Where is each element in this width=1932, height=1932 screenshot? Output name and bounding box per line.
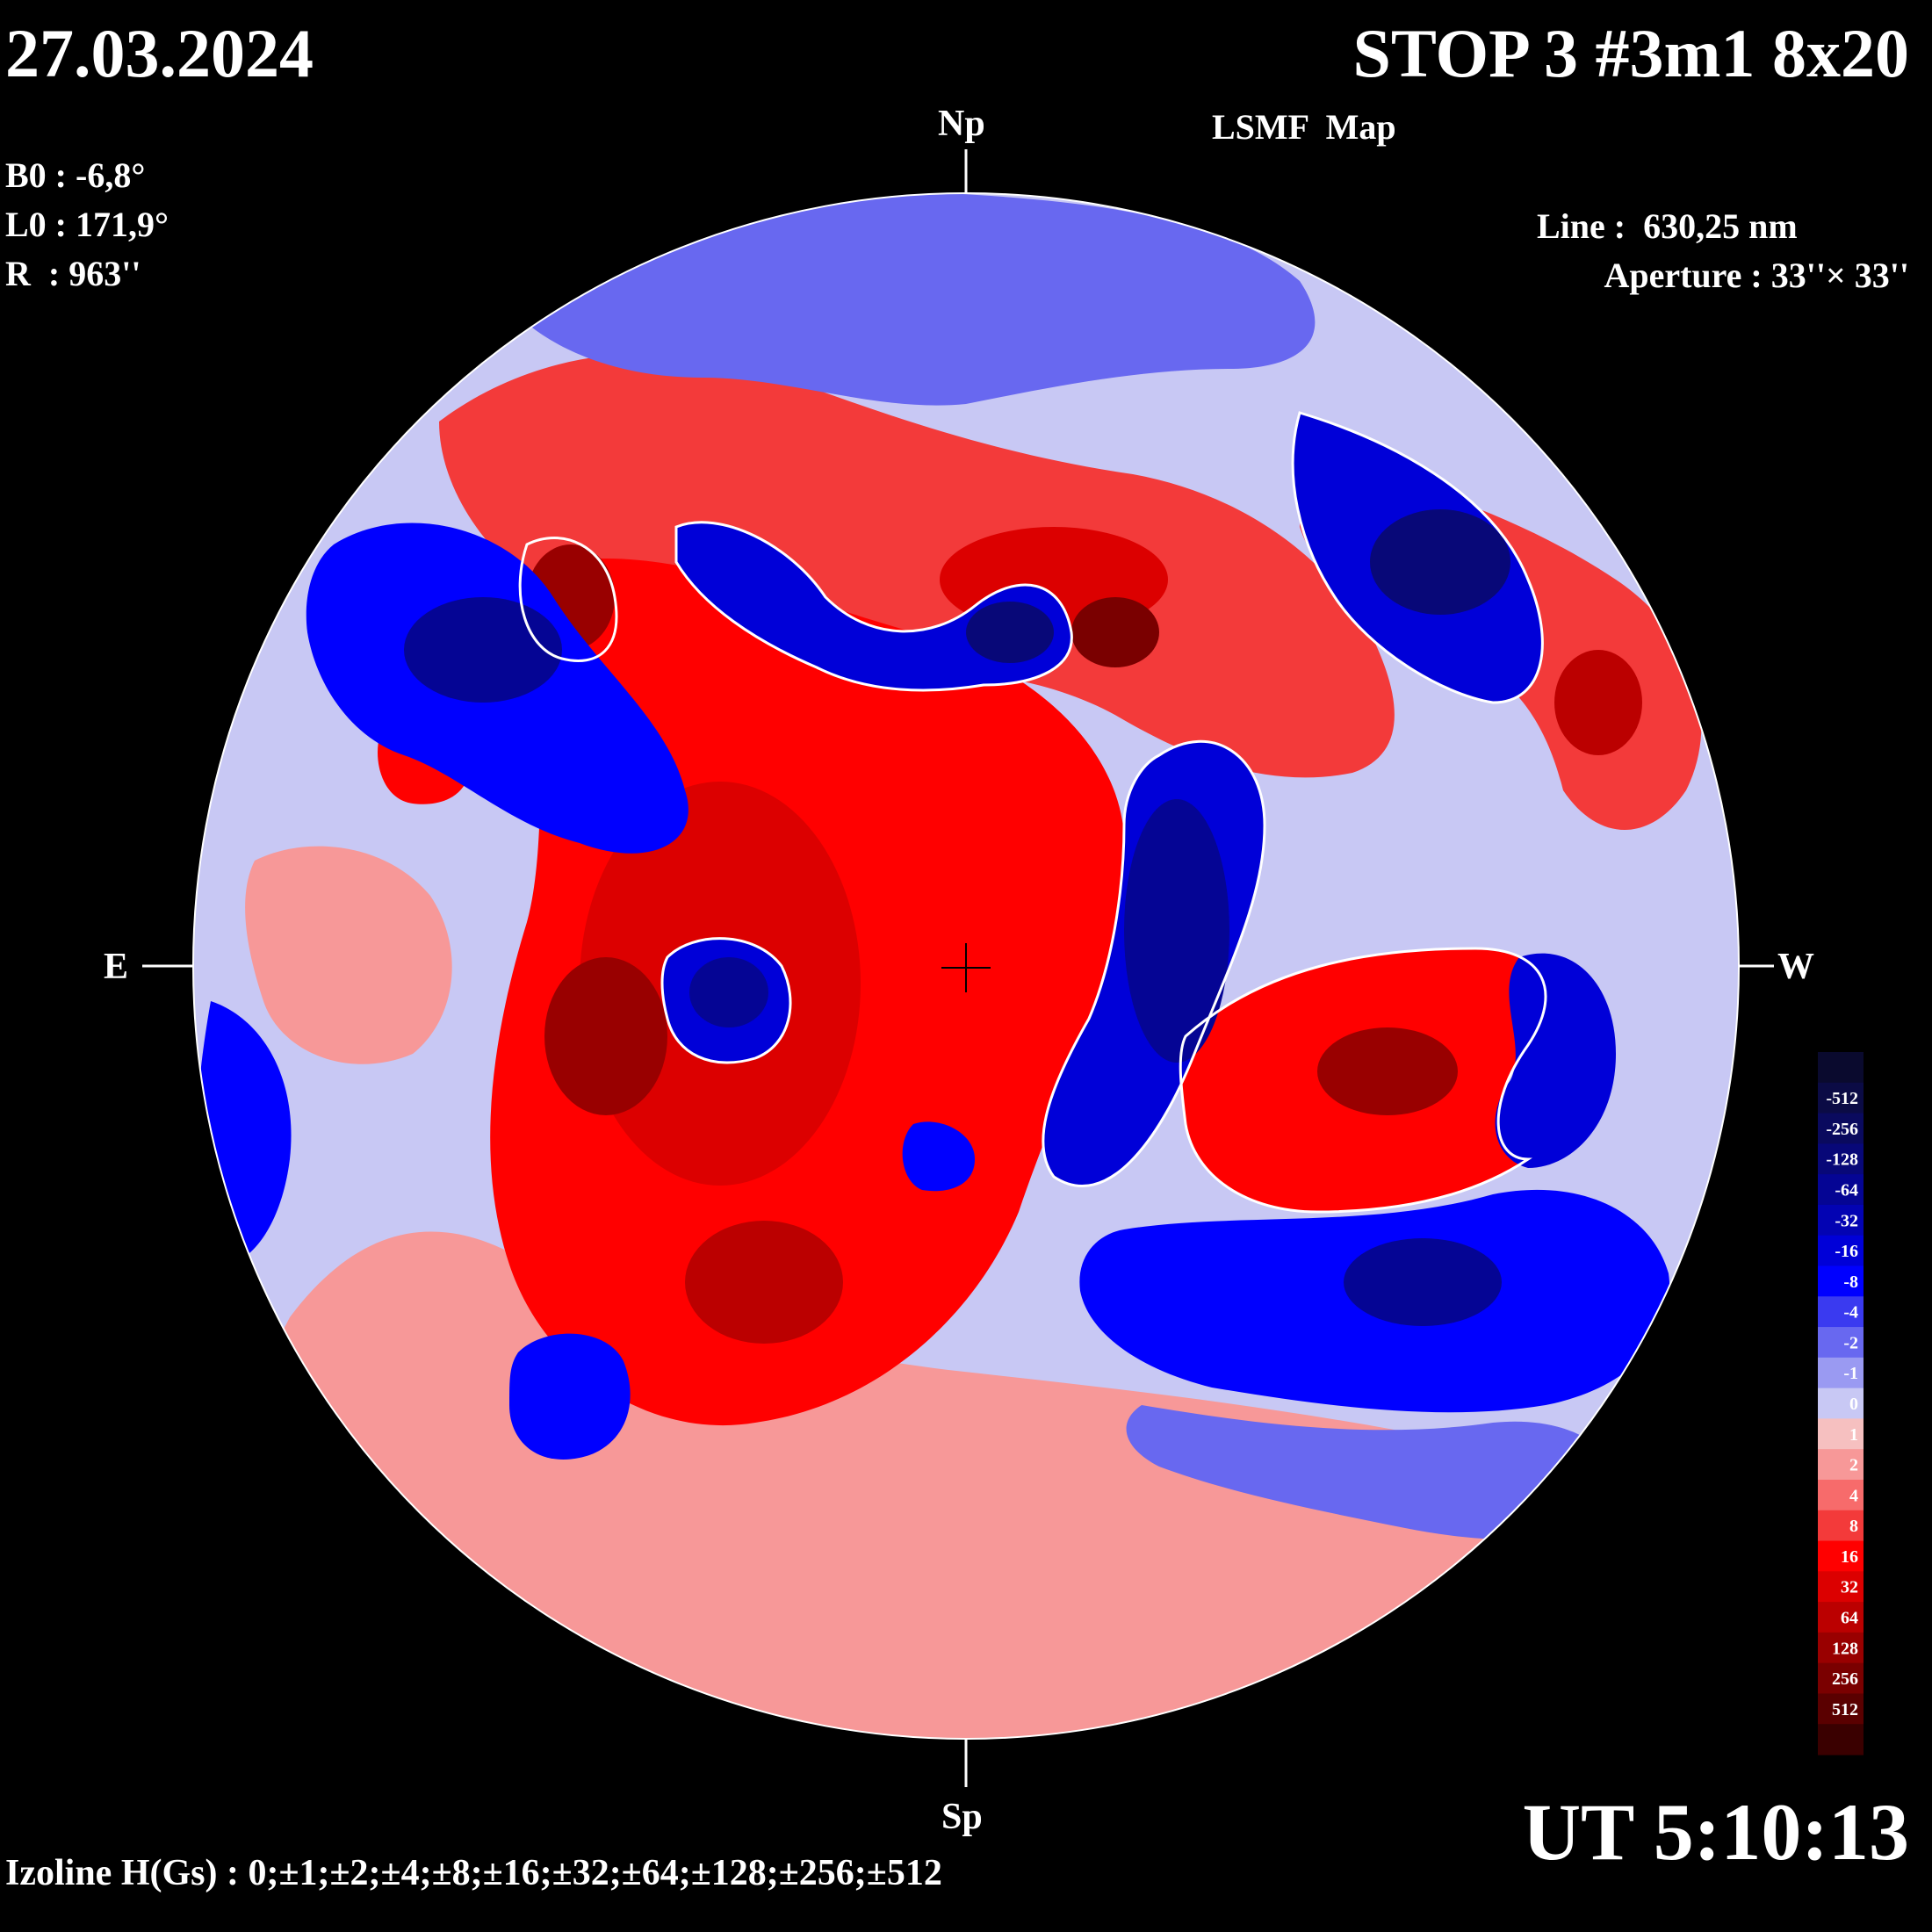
- negative-core-ne: [404, 597, 562, 703]
- scale-swatch: [1818, 1113, 1864, 1144]
- negative-spot-south: [509, 1333, 631, 1460]
- zero-contour-west: [1179, 947, 1547, 1214]
- scale-swatch: [1818, 1479, 1864, 1511]
- scale-label: 8: [1849, 1517, 1858, 1536]
- positive-band-north: [439, 353, 1395, 778]
- scale-swatch: [1818, 1632, 1864, 1664]
- scale-swatch: [1818, 1327, 1864, 1359]
- negative-core-loop: [966, 602, 1054, 663]
- color-scale-bar: -512 -256 -128 -64 -32 -16 -8 -4 -2 -1 0 1 2 4 8 16 32 64…: [1818, 1052, 1864, 1755]
- scale-swatch: [1818, 1418, 1864, 1450]
- scale-swatch: [1818, 1082, 1864, 1114]
- zero-contour-loop: [674, 521, 1073, 692]
- ut-time: UT 5:10:13: [1522, 1787, 1909, 1877]
- scale-label: 256: [1832, 1669, 1858, 1689]
- scale-label: 512: [1832, 1700, 1858, 1719]
- param-b0: B0 : -6,8°: [5, 155, 146, 195]
- scale-label: -128: [1826, 1150, 1858, 1170]
- scale-swatch: [1818, 1662, 1864, 1695]
- scale-label: -32: [1835, 1211, 1858, 1230]
- scale-label: -8: [1843, 1272, 1858, 1292]
- scale-swatch: [1818, 1296, 1864, 1328]
- scale-swatch: [1818, 1571, 1864, 1603]
- scale-label: -256: [1826, 1120, 1858, 1139]
- zero-contour-center-spot: [660, 937, 792, 1064]
- compass-south-label: Sp: [941, 1797, 983, 1837]
- scale-label: 16: [1841, 1547, 1858, 1567]
- map-subtitle: LSMF Map: [1212, 107, 1396, 147]
- izoline-legend: Izoline H(Gs) : 0;±1;±2;±4;±8;±16;±32;±6…: [5, 1853, 942, 1893]
- scale-label: 32: [1841, 1578, 1858, 1597]
- scale-label: -64: [1835, 1181, 1858, 1200]
- scale-label: -2: [1843, 1333, 1858, 1352]
- negative-region-west: [1495, 953, 1616, 1168]
- scale-label: 0: [1849, 1395, 1858, 1414]
- param-l0: L0 : 171,9°: [5, 205, 169, 244]
- scale-swatch: [1818, 1174, 1864, 1206]
- scale-label: 1: [1849, 1425, 1858, 1445]
- negative-core-nw: [1370, 509, 1510, 615]
- negative-spot-center-small: [902, 1121, 975, 1192]
- zero-contours: [518, 411, 1547, 1214]
- positive-core-north-deep: [1071, 597, 1159, 667]
- scale-swatch: [1818, 1540, 1864, 1572]
- scale-label: -16: [1835, 1242, 1858, 1261]
- compass-ticks: [142, 149, 1774, 1787]
- positive-region-east-mid: [245, 846, 452, 1064]
- scale-swatch: [1818, 1235, 1864, 1267]
- scale-swatch: [1818, 1693, 1864, 1725]
- scale-label: -512: [1826, 1089, 1858, 1108]
- param-r: R : 963'': [5, 254, 141, 293]
- scale-swatch: [1818, 1449, 1864, 1481]
- negative-band-southeast: [1126, 1405, 1619, 1540]
- negative-core-spot: [689, 957, 768, 1027]
- solar-disk[interactable]: [193, 184, 1739, 1756]
- positive-core-central-deep: [544, 957, 667, 1115]
- observation-date: 27.03.2024: [5, 15, 314, 91]
- scale-swatch: [1818, 1388, 1864, 1419]
- scale-swatch: [1818, 1510, 1864, 1542]
- negative-core-sw: [1344, 1238, 1502, 1326]
- scale-swatch: [1818, 1602, 1864, 1633]
- zero-contour-nw: [1291, 411, 1544, 704]
- positive-core-west: [1317, 1027, 1458, 1115]
- scale-swatch: [1818, 1357, 1864, 1389]
- param-line: Line : 630,25 nm: [1537, 206, 1798, 246]
- scale-swatch: [1818, 1052, 1864, 1084]
- compass-west-label: W: [1777, 947, 1814, 987]
- map-title: STOP 3 #3m1 8x20: [1352, 15, 1909, 91]
- scale-label: 64: [1841, 1608, 1858, 1627]
- scale-swatch: [1818, 1265, 1864, 1297]
- compass-north-label: Np: [938, 104, 985, 144]
- compass-east-label: E: [104, 947, 129, 987]
- scale-label: -4: [1843, 1303, 1858, 1323]
- zero-contour-ne: [518, 537, 618, 662]
- scale-label: 2: [1849, 1456, 1858, 1475]
- param-aperture: Aperture : 33''× 33'': [1604, 256, 1909, 295]
- scale-label: 4: [1849, 1486, 1858, 1505]
- zero-contour-center-west: [1042, 739, 1266, 1188]
- scale-label: 128: [1832, 1639, 1858, 1658]
- positive-core-nw-arc: [1554, 650, 1642, 755]
- negative-core-cw: [1124, 799, 1229, 1063]
- scale-swatch: [1818, 1724, 1864, 1755]
- positive-core-south: [685, 1221, 843, 1344]
- scale-swatch: [1818, 1143, 1864, 1175]
- center-crosshair: [941, 943, 991, 992]
- scale-label: -1: [1843, 1364, 1858, 1383]
- scale-swatch: [1818, 1204, 1864, 1236]
